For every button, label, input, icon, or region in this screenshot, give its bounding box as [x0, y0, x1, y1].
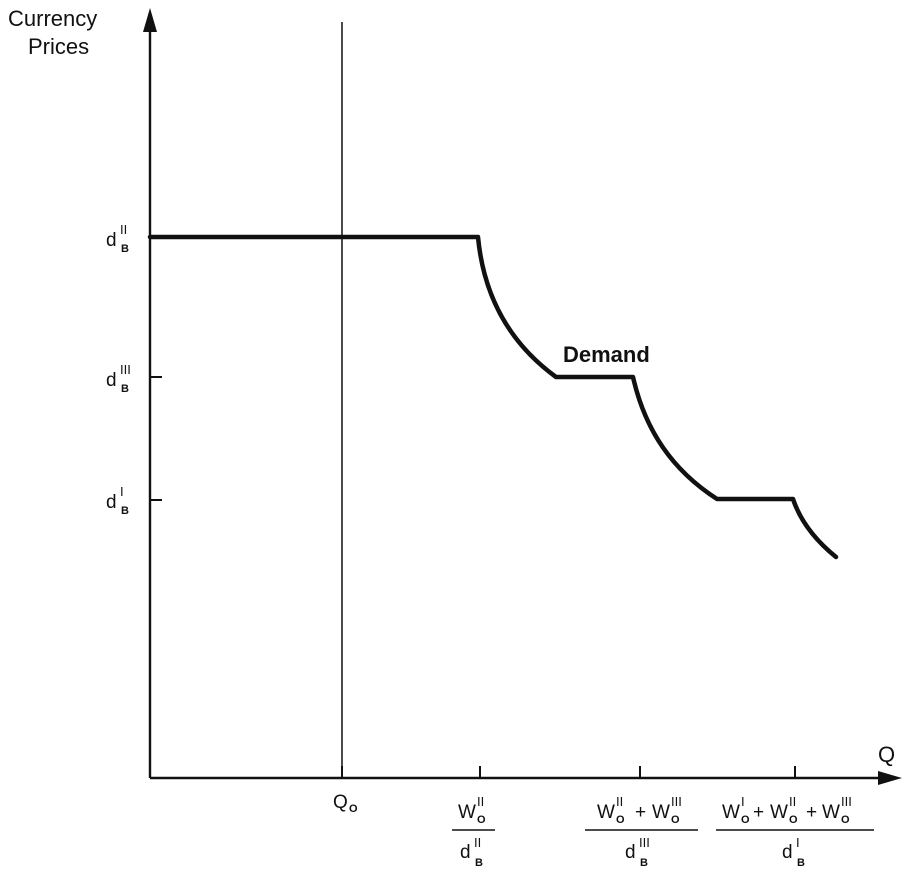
- numerator-sup: II: [789, 794, 796, 809]
- y-tick-sub: B: [121, 243, 129, 255]
- numerator-base: W: [722, 802, 740, 823]
- x-axis-title: Q: [878, 742, 895, 767]
- y-tick-sub: B: [121, 383, 129, 395]
- numerator-sub: O: [671, 814, 680, 826]
- denominator-sub: B: [797, 857, 805, 869]
- numerator-base: W: [770, 802, 788, 823]
- numerator-sub: O: [616, 814, 625, 826]
- y-tick-base: d: [106, 492, 117, 513]
- numerator-sup: III: [671, 794, 682, 809]
- demand-label: Demand: [563, 342, 650, 367]
- x-tick-base: Q: [333, 792, 348, 813]
- y-tick-sub: B: [121, 505, 129, 517]
- numerator-base: W: [458, 802, 476, 823]
- y-tick-sup: II: [120, 222, 127, 237]
- denominator-sup: III: [639, 835, 650, 850]
- plus-sign: +: [635, 802, 646, 823]
- denominator-sub: B: [640, 857, 648, 869]
- y-tick-label-dB1: d I B: [106, 484, 129, 517]
- numerator-base: W: [822, 802, 840, 823]
- plus-sign: +: [806, 802, 817, 823]
- y-tick-base: d: [106, 230, 117, 251]
- y-axis-title-line2: Prices: [28, 34, 89, 59]
- x-tick-label-1: W II O d II B: [452, 794, 495, 869]
- denominator-sup: I: [796, 835, 800, 850]
- plus-sign: +: [753, 802, 764, 823]
- numerator-sub: O: [741, 814, 750, 826]
- x-tick-label-q0: Q O: [333, 792, 358, 815]
- y-tick-sup: I: [120, 484, 124, 499]
- numerator-sup: III: [841, 794, 852, 809]
- numerator-sub: O: [789, 814, 798, 826]
- y-axis-arrow-icon: [143, 8, 157, 32]
- x-tick-label-2: W II O + W III O d III B: [585, 794, 698, 869]
- numerator-base: W: [652, 802, 670, 823]
- numerator-sup: I: [741, 794, 745, 809]
- denominator-base: d: [625, 842, 636, 863]
- y-tick-label-dB3: d III B: [106, 362, 131, 395]
- numerator-base: W: [597, 802, 615, 823]
- x-tick-sub: O: [349, 803, 358, 815]
- y-tick-sup: III: [120, 362, 131, 377]
- y-axis-title-line1: Currency: [8, 6, 97, 31]
- y-tick-label-dB2: d II B: [106, 222, 129, 255]
- y-tick-base: d: [106, 370, 117, 391]
- numerator-sub: O: [841, 814, 850, 826]
- denominator-sup: II: [474, 835, 481, 850]
- numerator-sup: II: [477, 794, 484, 809]
- denominator-base: d: [782, 842, 793, 863]
- denominator-sub: B: [475, 857, 483, 869]
- x-axis-arrow-icon: [878, 771, 902, 785]
- x-tick-label-3: W I O + W II O + W III O d I B: [716, 794, 874, 869]
- denominator-base: d: [460, 842, 471, 863]
- numerator-sup: II: [616, 794, 623, 809]
- demand-curve: [147, 234, 839, 560]
- numerator-sub: O: [477, 814, 486, 826]
